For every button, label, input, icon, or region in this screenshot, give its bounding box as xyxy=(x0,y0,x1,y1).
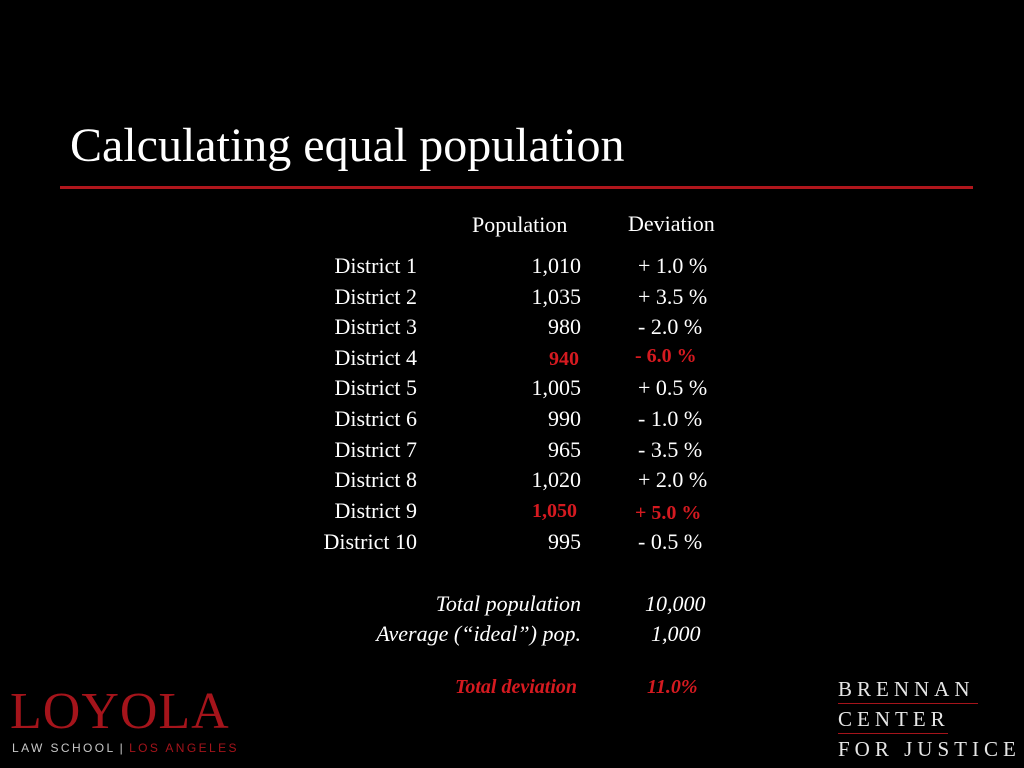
population-value: 1,005 xyxy=(531,375,582,400)
district-label: District 5 xyxy=(334,375,418,400)
deviation-value: + 0.5 % xyxy=(638,375,708,400)
deviation-value: - 0.5 % xyxy=(638,529,703,554)
loyola-subtitle: LAW SCHOOL | LOS ANGELES xyxy=(12,741,239,755)
district-label: District 4 xyxy=(334,345,418,370)
district-label: District 7 xyxy=(334,437,418,462)
average-population-label: Average (“ideal”) pop. xyxy=(376,621,581,646)
title-divider xyxy=(60,186,973,189)
logo-separator: | xyxy=(119,741,126,755)
population-value: 990 xyxy=(548,406,581,431)
population-value: 980 xyxy=(548,314,581,339)
population-value: 965 xyxy=(548,437,581,462)
deviation-value: - 3.5 % xyxy=(638,437,703,462)
law-school-text: LAW SCHOOL xyxy=(12,741,116,755)
loyola-wordmark: LOYOLA xyxy=(10,683,230,740)
deviation-value: + 2.0 % xyxy=(638,467,708,492)
district-label: District 10 xyxy=(323,529,418,554)
population-value: 995 xyxy=(548,529,581,554)
population-value-high-outlier: 1,050 xyxy=(532,500,577,522)
district-label: District 9 xyxy=(334,498,418,523)
brennan-center-logo: BRENNAN CENTER FOR JUSTICE xyxy=(838,676,1021,762)
deviation-value-high-outlier: + 5.0 % xyxy=(635,502,702,524)
brennan-line-3: FOR JUSTICE xyxy=(838,737,1021,761)
population-column-header: Population xyxy=(472,212,568,237)
deviation-value: - 1.0 % xyxy=(638,406,703,431)
deviation-value: + 3.5 % xyxy=(638,284,708,309)
population-value: 1,010 xyxy=(531,253,582,278)
district-label: District 8 xyxy=(334,467,418,492)
average-population-value: 1,000 xyxy=(651,621,701,646)
total-population-value: 10,000 xyxy=(645,591,706,616)
brennan-divider xyxy=(838,733,948,734)
district-label: District 3 xyxy=(334,314,418,339)
total-deviation-value: 11.0% xyxy=(647,676,698,698)
deviation-value: + 1.0 % xyxy=(638,253,708,278)
deviation-column-header: Deviation xyxy=(628,211,715,236)
total-deviation-label: Total deviation xyxy=(454,676,577,698)
slide-title: Calculating equal population xyxy=(70,119,625,172)
deviation-value-low-outlier: - 6.0 % xyxy=(635,345,697,367)
population-value: 1,020 xyxy=(531,467,582,492)
district-label: District 1 xyxy=(334,253,418,278)
los-angeles-text: LOS ANGELES xyxy=(129,741,239,755)
population-value-low-outlier: 940 xyxy=(549,348,579,370)
brennan-line-2: CENTER xyxy=(838,707,950,731)
district-label: District 6 xyxy=(334,406,418,431)
brennan-line-1: BRENNAN xyxy=(838,677,975,701)
district-label: District 2 xyxy=(334,284,418,309)
population-value: 1,035 xyxy=(531,284,582,309)
brennan-divider xyxy=(838,703,978,704)
total-population-label: Total population xyxy=(435,591,581,616)
deviation-value: - 2.0 % xyxy=(638,314,703,339)
